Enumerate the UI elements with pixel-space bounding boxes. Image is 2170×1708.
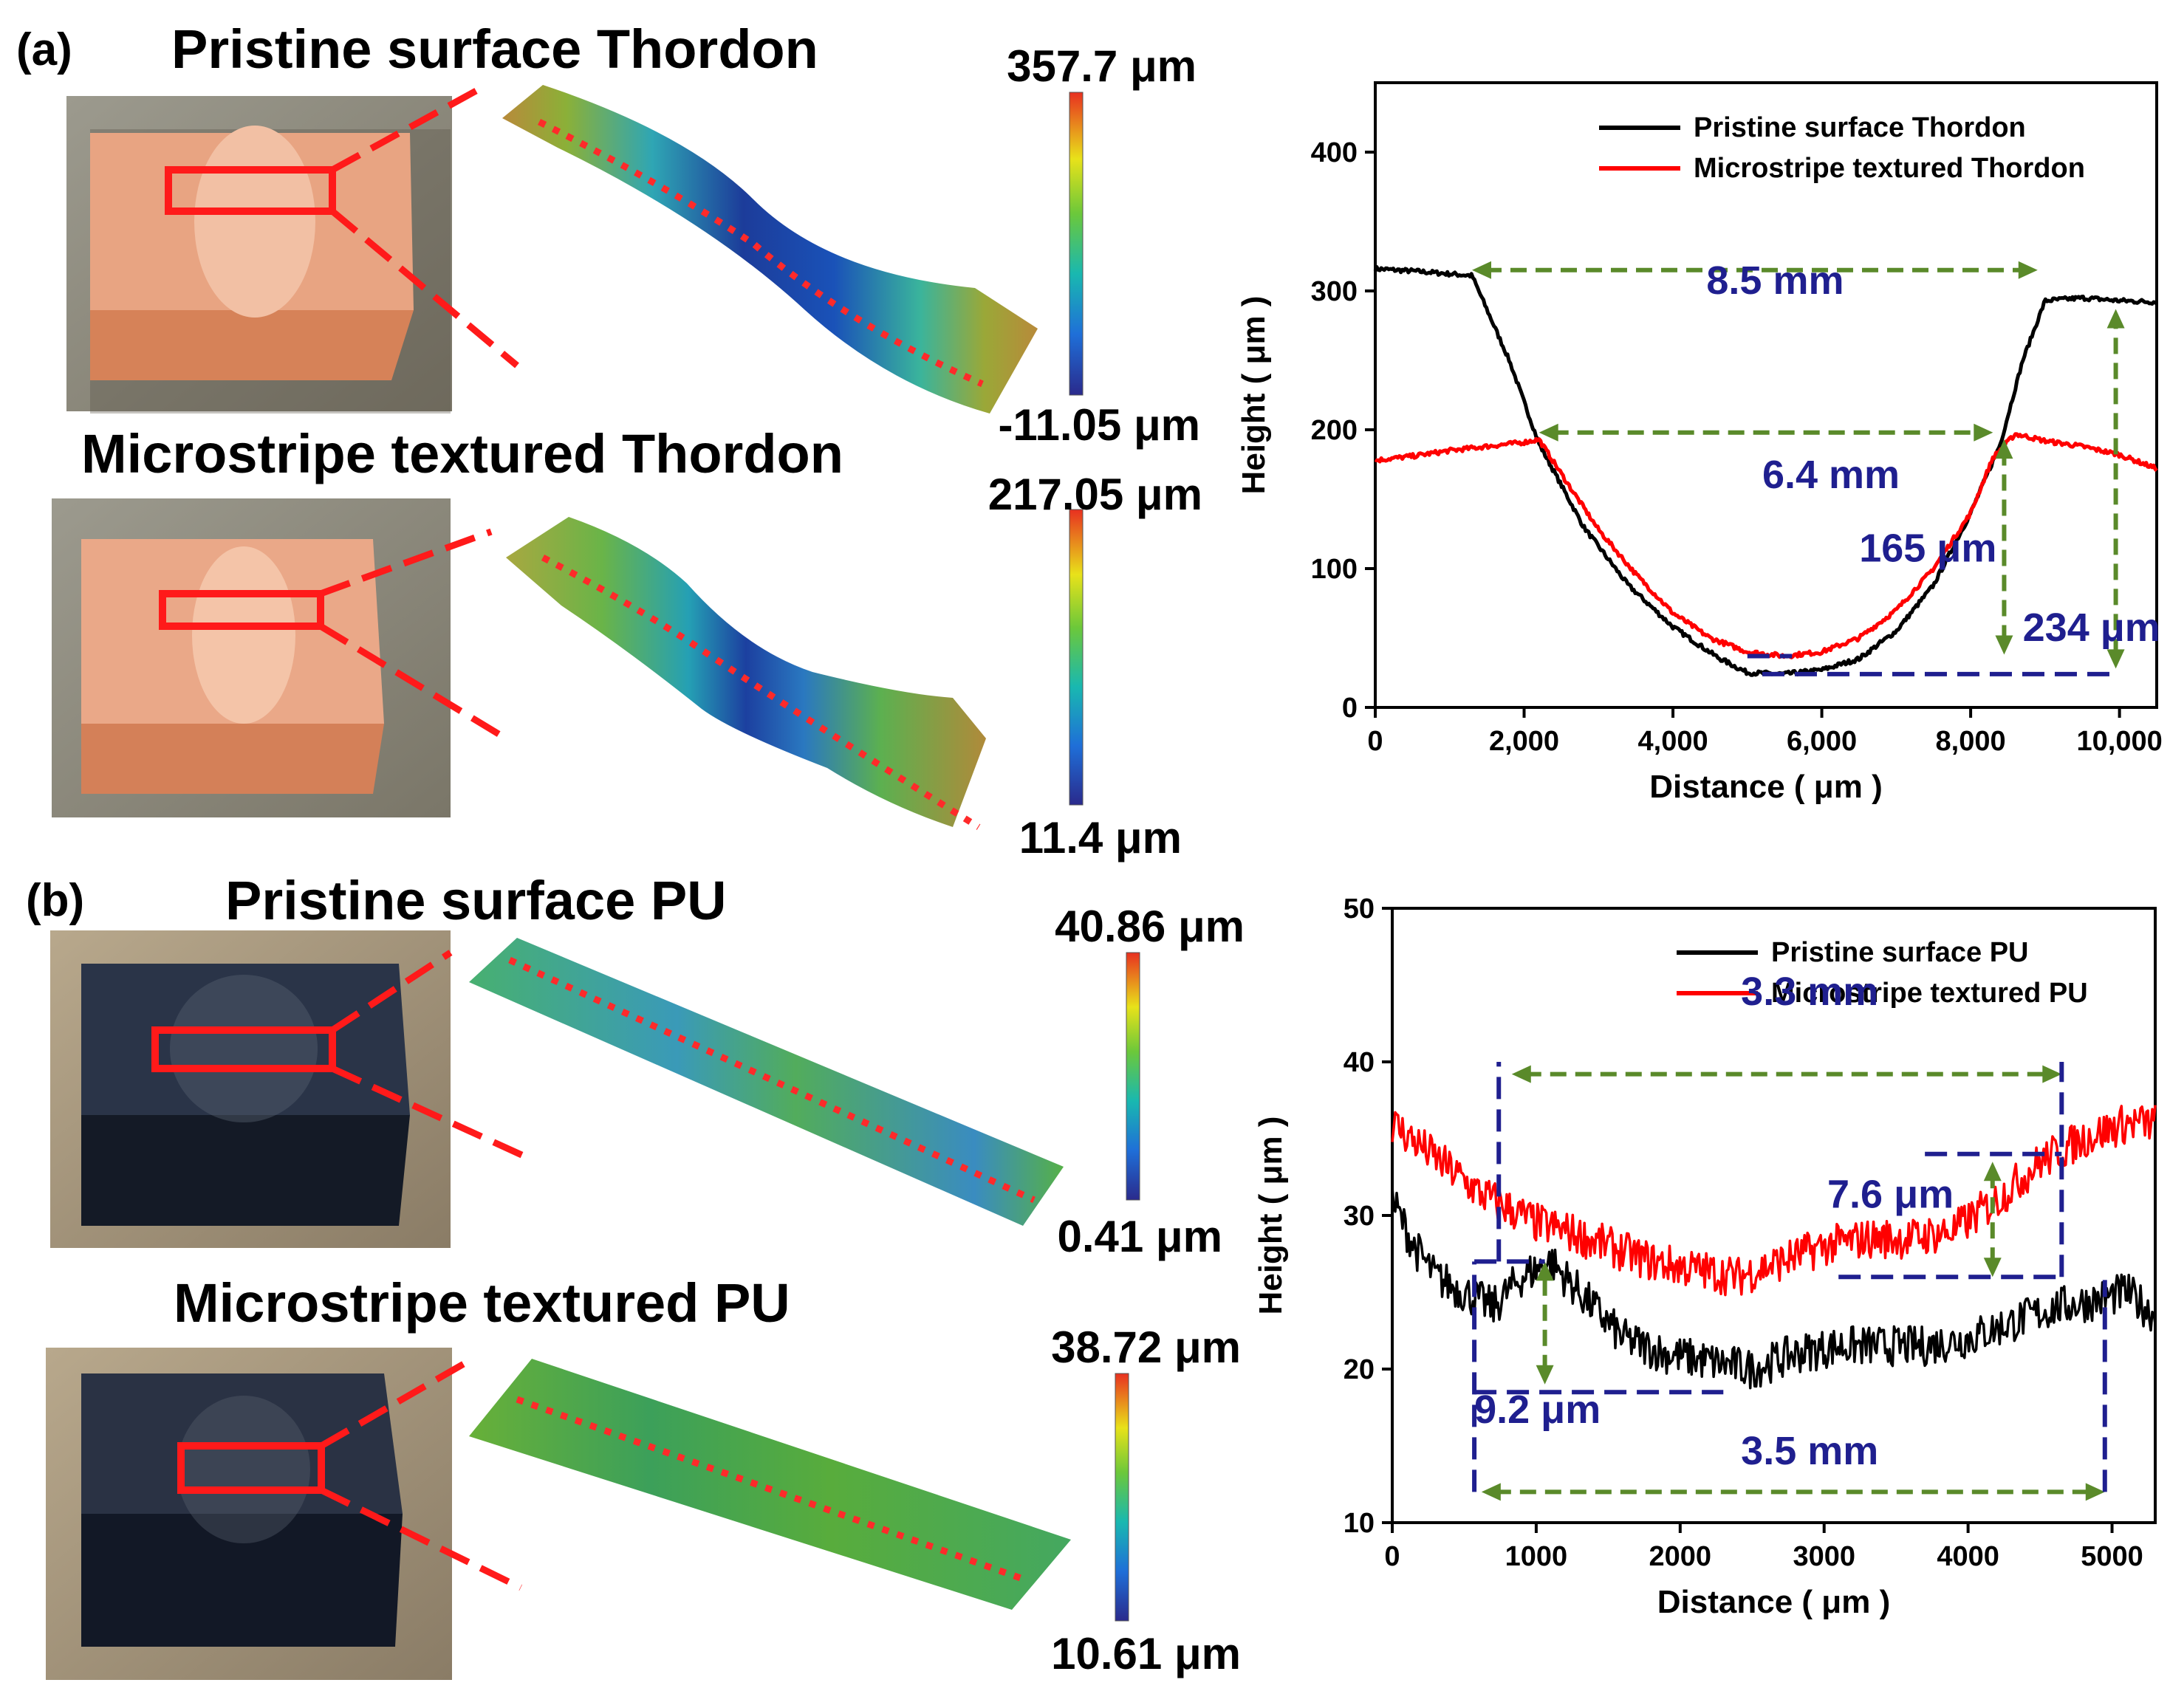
arrow-head [1471, 261, 1491, 279]
x-tick-label: 3000 [1793, 1541, 1855, 1572]
x-tick-label: 8,000 [1936, 726, 2006, 757]
legend-label: Pristine surface PU [1771, 937, 2028, 968]
surface-map-textured-pu [469, 1359, 1071, 1610]
series-line-1 [1391, 1105, 2157, 1297]
colorbar-max-label: 38.72 μm [1051, 1323, 1241, 1372]
annotation-label: 7.6 μm [1827, 1173, 1954, 1217]
annotation-label: 8.5 mm [1706, 258, 1844, 303]
series-line-0 [1391, 1187, 2157, 1390]
x-tick-label: 1000 [1505, 1541, 1568, 1572]
arrow-head [2042, 1065, 2062, 1083]
colorbar-pristine-pu [1126, 952, 1140, 1201]
surface-map-pristine-thordon [502, 85, 1038, 414]
x-axis-label: Distance ( μm ) [1649, 769, 1882, 805]
x-tick-label: 4000 [1937, 1541, 1999, 1572]
x-tick-label: 0 [1367, 726, 1383, 757]
colorbar-textured-pu [1115, 1373, 1129, 1622]
annotation-label: 3.5 mm [1741, 1429, 1878, 1473]
colorbar-max-label: 357.7 μm [1007, 41, 1197, 91]
annotation-label: 6.4 mm [1762, 453, 1900, 497]
legend-label: Microstripe textured PU [1771, 978, 2088, 1009]
y-tick-label: 50 [1344, 894, 1375, 925]
arrow-head [1536, 1365, 1554, 1385]
x-tick-label: 2,000 [1489, 726, 1559, 757]
arrow-head [1995, 439, 2013, 459]
thordon-profile-chart: 0 2,000 4,000 6,000 8,000 10,000 0 100 200 300 400… [1236, 81, 2163, 805]
annotation-label: 165 μm [1859, 527, 1996, 571]
zoom-region-marker [177, 1442, 325, 1494]
panel-b-top-title: Pristine surface PU [225, 870, 727, 931]
y-tick-label: 300 [1311, 276, 1358, 307]
y-tick-label: 0 [1342, 693, 1358, 724]
arrow-head [2085, 1483, 2105, 1501]
y-axis-label: Height ( μm ) [1253, 1117, 1289, 1315]
arrow-head [1974, 423, 1993, 442]
photo-textured-pu [46, 1348, 522, 1680]
x-tick-label: 5000 [2081, 1541, 2143, 1572]
arrow-head [2018, 261, 2038, 279]
y-tick-label: 20 [1344, 1354, 1375, 1385]
x-tick-label: 6,000 [1787, 726, 1857, 757]
arrow-head [1538, 423, 1558, 442]
arrow-head [2106, 309, 2125, 329]
arrow-head [1511, 1065, 1531, 1083]
zoom-region-marker [165, 166, 336, 215]
arrow-head [1983, 1162, 2002, 1181]
colorbar-min-label: 10.61 μm [1051, 1629, 1241, 1678]
arrow-head [1983, 1258, 2002, 1277]
annotation-label: 9.2 μm [1474, 1388, 1601, 1432]
pu-profile-chart: 0 1000 2000 3000 4000 5000 10 20 30 40 50 Distance … [1253, 894, 2157, 1620]
y-tick-label: 200 [1311, 415, 1358, 446]
x-tick-label: 10,000 [2077, 726, 2163, 757]
legend-label: Microstripe textured Thordon [1694, 153, 2085, 184]
colorbar-max-label: 217.05 μm [988, 470, 1202, 519]
photo-pristine-thordon [66, 86, 519, 414]
y-tick-label: 100 [1311, 554, 1358, 585]
annotation-label: 234 μm [2023, 606, 2160, 650]
zoom-region-marker [159, 590, 324, 630]
surface-map-pristine-pu [469, 938, 1064, 1226]
arrow-head [1481, 1483, 1501, 1501]
panel-b-label: (b) [26, 875, 84, 926]
colorbar-pristine-thordon [1069, 92, 1084, 396]
x-tick-label: 4,000 [1638, 726, 1708, 757]
x-axis-label: Distance ( μm ) [1657, 1584, 1890, 1620]
panel-a-top-title: Pristine surface Thordon [171, 18, 818, 80]
colorbar-min-label: 0.41 μm [1057, 1212, 1222, 1261]
surface-map-textured-thordon [506, 517, 986, 830]
legend-label: Pristine surface Thordon [1694, 112, 2026, 143]
zoom-region-marker [151, 1026, 336, 1072]
photo-pristine-pu [50, 930, 530, 1248]
y-tick-label: 400 [1311, 137, 1358, 168]
colorbar-min-label: 11.4 μm [1019, 813, 1182, 862]
y-tick-label: 30 [1344, 1201, 1375, 1232]
arrow-head [2106, 649, 2125, 669]
colorbar-min-label: -11.05 μm [998, 400, 1200, 450]
series-line-0 [1373, 265, 2158, 677]
panel-a-label: (a) [16, 24, 72, 75]
colorbar-max-label: 40.86 μm [1055, 902, 1245, 951]
x-tick-label: 0 [1384, 1541, 1400, 1572]
plot-frame [1374, 81, 2158, 709]
y-tick-label: 40 [1344, 1047, 1375, 1078]
panel-a-bottom-title: Microstripe textured Thordon [81, 423, 843, 484]
photo-textured-thordon [52, 498, 508, 817]
colorbar-textured-thordon [1069, 509, 1084, 806]
y-axis-label: Height ( μm ) [1236, 296, 1272, 495]
y-tick-label: 10 [1344, 1508, 1375, 1539]
x-tick-label: 2000 [1649, 1541, 1712, 1572]
annotation-label: 3.3 mm [1741, 970, 1878, 1014]
arrow-head [1536, 1261, 1554, 1281]
arrow-head [1995, 635, 2013, 655]
panel-b-bottom-title: Microstripe textured PU [174, 1272, 790, 1334]
